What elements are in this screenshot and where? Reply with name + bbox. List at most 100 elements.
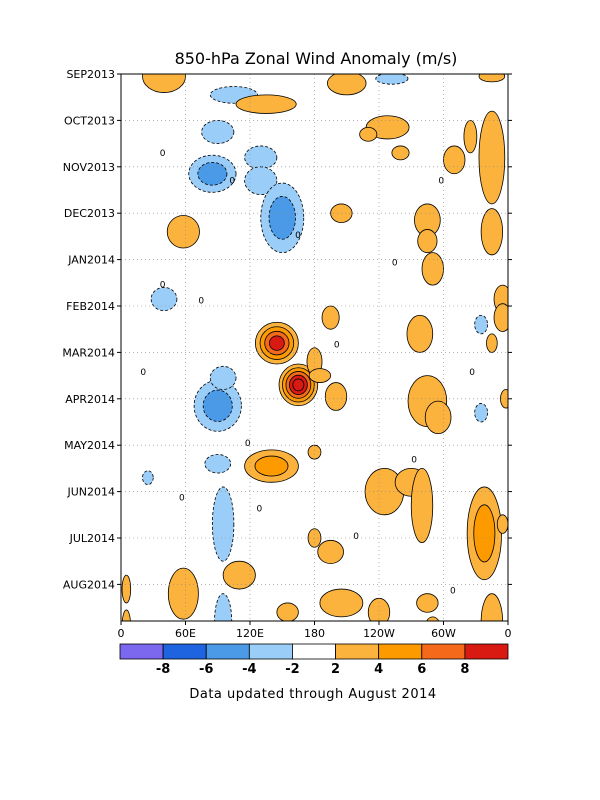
anomaly-westerly [142,74,186,93]
zero-contour-label: 0 [295,231,301,241]
anomaly-contour [211,486,235,562]
zero-contour-label: 0 [353,532,359,542]
anomaly-contour [244,166,278,196]
anomaly-westerly [321,305,340,330]
x-tick-label: 60W [431,627,456,640]
anomaly-contour [167,567,199,620]
anomaly-contour [142,470,154,486]
zero-contour-label: 0 [392,258,398,268]
anomaly-easterly [260,182,305,254]
anomaly-contour [463,120,478,154]
anomaly-contour [121,574,132,604]
colorbar-label: 8 [460,662,469,677]
x-tick-label: 180 [304,627,325,640]
anomaly-easterly [193,379,242,432]
anomaly-contour [324,382,348,411]
x-tick-label: 120W [363,627,395,640]
anomaly-westerly [426,616,440,621]
anomaly-westerly [222,560,256,590]
grid-lines [121,74,508,621]
anomaly-contour [276,602,299,621]
anomaly-westerly [254,321,299,365]
anomaly-easterly [142,470,154,486]
x-axis: 0 60E 120E 180 120W 60W 0 [118,621,512,640]
anomaly-westerly [308,368,332,383]
zero-contour-label: 0 [179,494,185,504]
anomaly-westerly [324,382,348,411]
zero-contour-label: 0 [450,587,456,597]
zero-contour-label: 0 [160,280,166,290]
anomaly-contour [426,616,440,621]
anomaly-westerly [244,449,299,483]
colorbar-label: -6 [199,662,213,677]
anomaly-contour [319,588,364,618]
anomaly-contour [142,74,186,93]
anomaly-westerly [463,120,478,154]
chart-title: 850-hPa Zonal Wind Anomaly (m/s) [175,49,458,68]
anomaly-westerly [478,74,506,83]
zero-contour-label: 0 [160,149,166,159]
anomaly-contour [496,514,508,534]
anomaly-westerly [443,145,466,175]
anomaly-contour [493,303,508,332]
y-tick-label: AUG2014 [63,578,115,591]
anomaly-contour [150,287,178,312]
anomaly-contour [321,305,340,330]
y-tick-label: SEP2013 [66,68,115,81]
anomaly-westerly [327,74,367,96]
anomaly-easterly [209,365,237,390]
colorbar-label: 2 [331,662,340,677]
colorbar: -8 -6 -4 -2 2 4 6 8 [119,643,509,677]
y-tick-label: JUL2014 [69,532,115,545]
anomaly-contour [317,539,344,564]
colorbar-swatch [292,643,336,660]
anomaly-contour [204,454,232,474]
anomaly-easterly [188,154,237,193]
zero-contour-label: 0 [245,439,251,449]
anomaly-contour [375,74,409,85]
anomaly-westerly [480,208,504,256]
anomaly-contour [202,389,233,422]
anomaly-contour [410,467,434,544]
anomaly-westerly [500,389,508,409]
anomaly-contour [391,145,410,161]
anomaly-contour [359,126,378,142]
anomaly-easterly [204,454,232,474]
x-tick-label: 120E [236,627,264,640]
anomaly-contour [254,455,289,477]
y-tick-label: APR2014 [65,393,115,406]
anomaly-westerly [480,593,504,621]
anomaly-westerly [391,145,410,161]
anomaly-westerly [359,126,378,142]
anomaly-westerly [421,252,444,286]
anomaly-contour [201,120,235,145]
anomaly-westerly [466,486,502,581]
colorbar-label: -4 [242,662,256,677]
colorbar-label: -2 [285,662,299,677]
colorbar-swatch [205,643,250,660]
anomaly-westerly [424,400,452,434]
anomaly-westerly [278,363,319,407]
anomaly-contour [478,74,506,83]
anomaly-easterly [211,486,235,562]
zero-contour-label: 0 [438,176,444,186]
anomaly-contour [209,365,237,390]
plot-area: 0 0 0 0 0 0 0 0 0 0 0 0 0 0 0 0 [120,73,509,622]
anomaly-easterly [375,74,409,85]
colorbar-label: -8 [156,662,170,677]
anomaly-contour [214,593,233,621]
anomaly-contour [327,74,367,96]
y-tick-label: JAN2014 [67,254,115,267]
y-tick-label: JUN2014 [66,486,115,499]
anomaly-westerly [166,215,200,249]
anomaly-easterly [474,403,488,423]
anomaly-easterly [150,287,178,312]
colorbar-label: 4 [374,662,383,677]
anomaly-westerly [416,593,439,613]
y-tick-label: DEC2013 [64,207,115,220]
anomaly-contour [292,378,305,392]
anomaly-westerly [307,444,322,460]
anomaly-contour [235,94,297,114]
anomaly-contour [474,314,488,335]
